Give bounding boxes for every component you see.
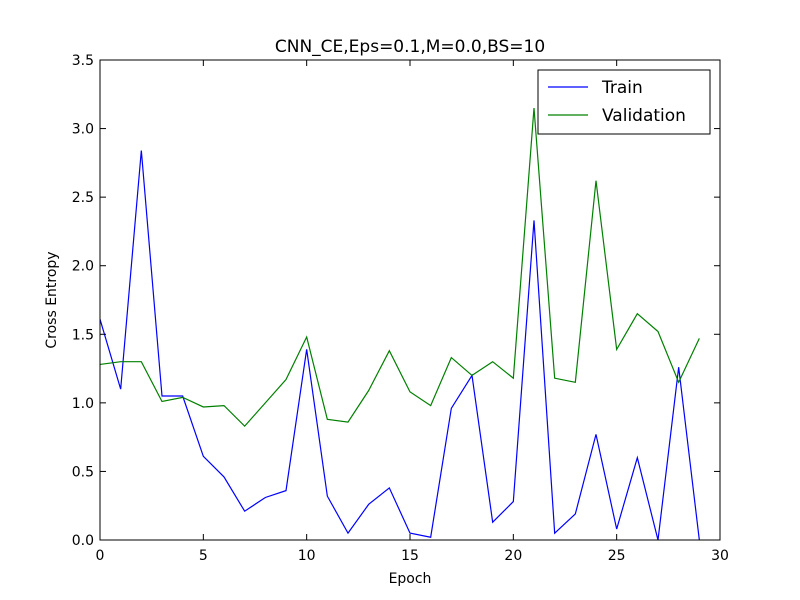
x-tick-label: 15 (401, 548, 419, 564)
y-tick-label: 1.5 (72, 327, 94, 343)
y-tick-label: 0.0 (72, 533, 94, 549)
y-tick-label: 2.0 (72, 259, 94, 275)
series-line-train (99, 150, 700, 541)
y-tick-label: 2.5 (72, 190, 94, 206)
x-tick-label: 5 (199, 548, 208, 564)
y-tick-label: 3.5 (72, 53, 94, 69)
y-tick-label: 3.0 (72, 122, 94, 138)
y-tick-label: 0.5 (72, 464, 94, 480)
y-tick-label: 1.0 (72, 396, 94, 412)
chart-title: CNN_CE,Eps=0.1,M=0.0,BS=10 (275, 37, 545, 57)
x-axis: 0 5 10 15 20 25 30 (96, 60, 729, 564)
x-tick-label: 25 (608, 548, 626, 564)
series-line-validation (99, 107, 700, 428)
x-axis-label: Epoch (389, 571, 432, 587)
y-axis: 0.0 0.5 1.0 1.5 2.0 2.5 3.0 3.5 (72, 53, 720, 549)
series-layer (99, 107, 700, 541)
x-tick-label: 10 (298, 548, 316, 564)
y-axis-label: Cross Entropy (44, 251, 60, 348)
legend-box (537, 69, 711, 135)
x-tick-label: 30 (711, 548, 729, 564)
legend: Train Validation (537, 69, 711, 135)
legend-label-train: Train (601, 78, 643, 98)
x-tick-label: 20 (504, 548, 522, 564)
x-tick-label: 0 (96, 548, 105, 564)
legend-label-validation: Validation (602, 106, 686, 126)
